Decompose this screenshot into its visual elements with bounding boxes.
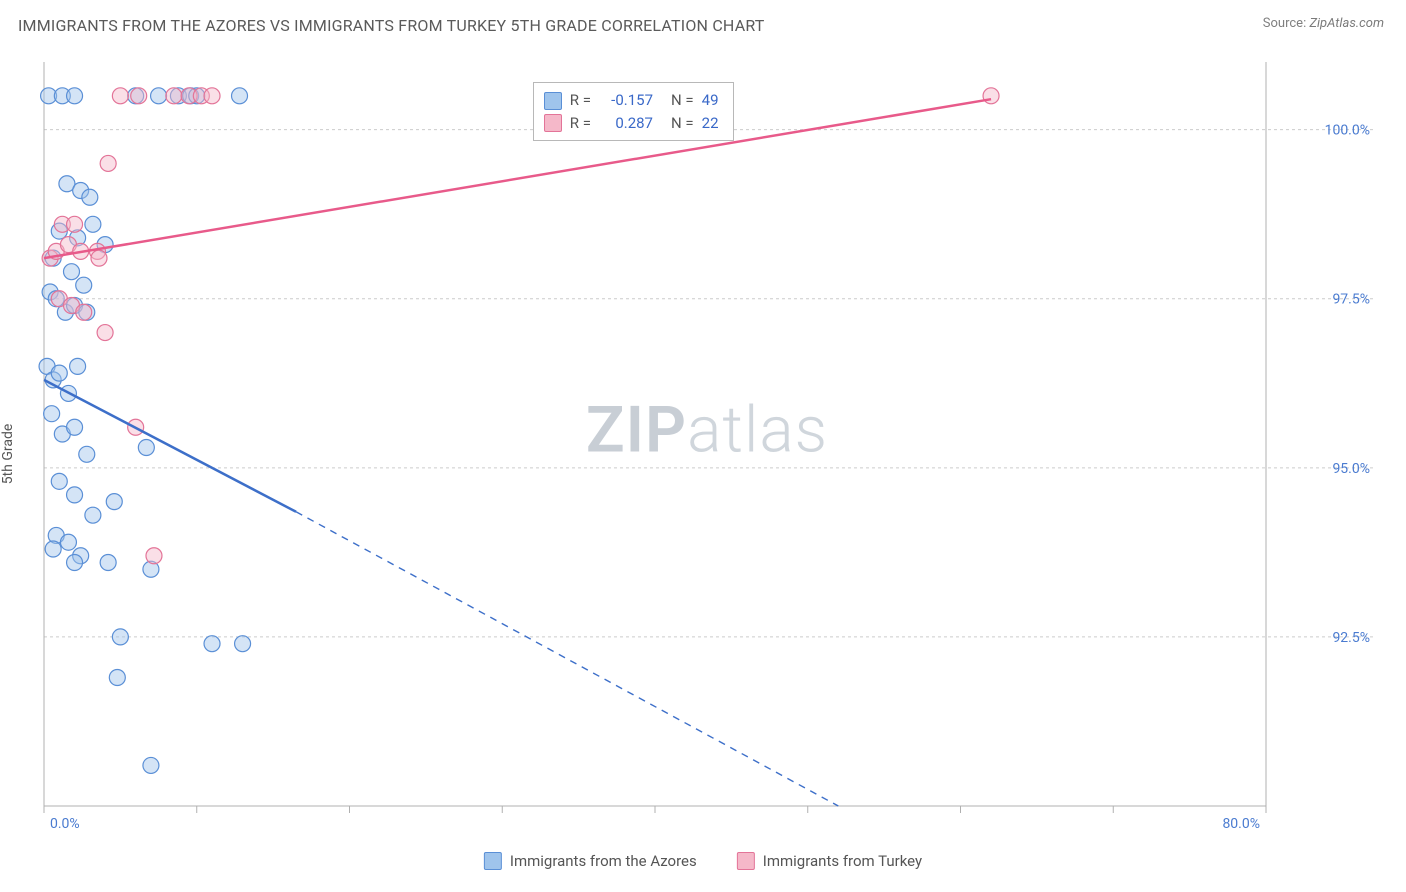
trend-line-azores-dashed — [296, 512, 838, 806]
legend-swatch — [737, 852, 755, 870]
scatter-plot-svg: 92.5% 95.0% 97.5% 100.0% 0.0% 80.0% — [38, 58, 1376, 832]
stats-r-value: 0.287 — [599, 112, 653, 135]
stats-row: R = -0.157 N = 49 — [544, 89, 719, 112]
stats-n-label: N = — [671, 112, 694, 135]
stats-r-value: -0.157 — [599, 89, 653, 112]
trend-line-turkey — [44, 99, 991, 258]
source-value: ZipAtlas.com — [1309, 16, 1384, 31]
bottom-legend: Immigrants from the Azores Immigrants fro… — [484, 852, 922, 870]
stats-r-label: R = — [570, 112, 591, 135]
y-tick-label: 92.5% — [1332, 630, 1370, 646]
y-tick-label: 97.5% — [1332, 292, 1370, 308]
legend-item: Immigrants from Turkey — [737, 852, 922, 870]
stats-n-value: 22 — [702, 112, 719, 135]
series-azores-points — [39, 88, 251, 774]
legend-label: Immigrants from Turkey — [763, 852, 922, 870]
stats-legend-box: R = -0.157 N = 49 R = 0.287 N = 22 — [533, 82, 734, 141]
legend-label: Immigrants from the Azores — [510, 852, 697, 870]
chart-source: Source: ZipAtlas.com — [1263, 16, 1384, 31]
stats-r-label: R = — [570, 89, 591, 112]
series-turkey-points — [42, 88, 999, 564]
stats-swatch — [544, 114, 562, 132]
y-tick-label: 95.0% — [1332, 461, 1370, 477]
stats-n-value: 49 — [702, 89, 719, 112]
x-tick-label: 80.0% — [1222, 816, 1260, 832]
source-label: Source: — [1263, 16, 1310, 31]
stats-row: R = 0.287 N = 22 — [544, 112, 719, 135]
x-tick-label: 0.0% — [50, 816, 80, 832]
legend-item: Immigrants from the Azores — [484, 852, 697, 870]
y-axis-label: 5th Grade — [0, 424, 16, 485]
chart-area: 92.5%95.0%97.5%100.0%0.0%80.0% ZIPatlas … — [38, 58, 1376, 832]
stats-n-label: N = — [671, 89, 694, 112]
stats-swatch — [544, 92, 562, 110]
chart-header: IMMIGRANTS FROM THE AZORES VS IMMIGRANTS… — [0, 0, 1406, 43]
y-tick-label: 100.0% — [1325, 123, 1370, 139]
legend-swatch — [484, 852, 502, 870]
chart-title: IMMIGRANTS FROM THE AZORES VS IMMIGRANTS… — [18, 16, 765, 35]
